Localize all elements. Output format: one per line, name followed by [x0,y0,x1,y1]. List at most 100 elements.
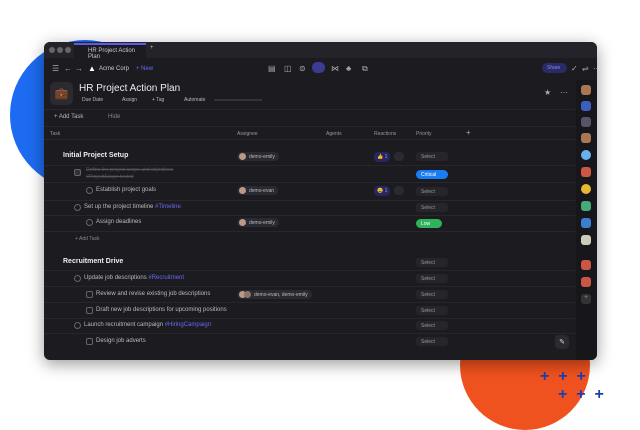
check-circle-icon[interactable]: ✓ [571,64,578,73]
priority-select[interactable]: Select [416,203,448,212]
task-checkbox[interactable] [74,322,81,329]
task-checkbox[interactable] [86,187,93,194]
priority-select[interactable]: Select [416,321,448,330]
assignee-pill[interactable]: demo-evan [237,186,279,195]
assignee-pill[interactable]: demo-evan, demo-emily [237,290,312,299]
reaction-smile[interactable]: 😀 1 [374,186,391,196]
title-bar: HR Project Action Plan + [44,42,597,60]
tab-label: HR Project Action Plan [88,48,136,60]
task-label: Launch recruitment campaign [84,322,165,328]
group-title[interactable]: Initial Project Setup [63,152,129,159]
col-task[interactable]: Task [50,131,61,137]
team-app-icon[interactable] [581,101,591,111]
task-checkbox[interactable] [74,275,81,282]
task-tag[interactable]: #HiringCampaign [164,322,212,328]
priority-select[interactable]: Select [416,187,448,196]
rocket-app-icon[interactable] [581,167,591,177]
star-icon[interactable]: ★ [544,88,552,97]
task-text[interactable]: Establish project goals [96,187,157,193]
close-dot[interactable] [49,47,55,53]
more-icon[interactable]: ⋯ [593,64,597,73]
board-icon[interactable]: ◫ [284,64,292,73]
briefcase-app-icon[interactable] [581,85,591,95]
project-icon: 💼 [50,82,73,105]
task-checkbox[interactable] [86,307,93,314]
task-tag[interactable]: #Timeline [155,204,181,210]
rocket-app-icon[interactable] [581,277,591,287]
org-icon[interactable]: ♣ [346,64,352,73]
new-tab-button[interactable]: + [150,45,154,51]
due-date-button[interactable]: Due Date [82,97,104,103]
plant-app-icon[interactable] [581,201,591,211]
col-agents[interactable]: Agents [326,131,342,137]
assignee-name: demo-evan, demo-emily [254,292,308,298]
col-priority[interactable]: Priority [416,131,432,137]
task-tag[interactable]: #Recruitment [148,275,185,281]
puzzle-icon[interactable]: ⧉ [362,64,368,73]
task-text[interactable]: Assign deadlines [96,219,142,225]
priority-select[interactable]: Select [416,258,448,267]
task-checkbox[interactable] [86,219,93,226]
automate-button[interactable]: Automate [184,97,206,103]
zoom-dot[interactable] [65,47,71,53]
task-checkbox[interactable] [86,338,93,345]
add-app-icon[interactable]: + [581,294,591,304]
chat-icon[interactable]: ✎ [555,335,569,349]
tab-hr-project[interactable]: HR Project Action Plan [74,43,146,60]
add-reaction-icon[interactable] [394,186,404,195]
priority-low[interactable]: Low [416,219,442,228]
add-column-icon[interactable]: + [466,128,471,137]
assignee-pill[interactable]: demo-emily [237,218,279,227]
reaction-thumbs-up[interactable]: 👍 1 [374,152,391,162]
add-task-inline[interactable]: + Add Task [75,236,100,242]
bot-icon[interactable] [312,62,325,73]
assignee-name: demo-evan [249,188,275,194]
globe-app-icon[interactable] [581,150,591,160]
task-checkbox[interactable] [86,291,93,298]
assignee-name: demo-emily [249,220,275,226]
assignee-pill[interactable]: demo-emily [237,152,279,161]
workspace-name[interactable]: Acme Corp [99,66,130,72]
priority-select[interactable]: Select [416,337,448,346]
priority-select[interactable]: Select [416,274,448,283]
task-text[interactable]: Launch recruitment campaign #HiringCampa… [84,322,211,328]
col-reactions[interactable]: Reactions [374,131,397,137]
video-app-icon[interactable] [581,218,591,228]
priority-select[interactable]: Select [416,306,448,315]
add-task-button[interactable]: + Add Task [54,114,84,120]
group-title[interactable]: Recruitment Drive [63,258,124,265]
megaphone-app-icon[interactable] [581,117,591,127]
task-text[interactable]: Review and revise existing job descripti… [96,291,211,297]
new-button[interactable]: + New [136,66,154,72]
notes-app-icon[interactable] [581,235,591,245]
layout-icon[interactable]: ▤ [268,64,276,73]
task-label: Set up the project timeline [84,204,156,210]
task-checkbox-checked[interactable] [74,169,81,176]
rocket-app-icon[interactable] [581,260,591,270]
hide-button[interactable]: Hide [108,114,121,120]
task-checkbox[interactable] [74,204,81,211]
tag-button[interactable]: + Tag [152,97,165,103]
more-options-icon[interactable]: ⋯ [560,88,568,97]
task-text[interactable]: Set up the project timeline #Timeline [84,204,181,210]
priority-critical[interactable]: Critical [416,170,448,179]
priority-select[interactable]: Select [416,290,448,299]
priority-select[interactable]: Select [416,152,448,161]
col-assignee[interactable]: Assignee [237,131,258,137]
share-button[interactable]: Share [542,63,567,73]
minimize-dot[interactable] [57,47,63,53]
menu-icon[interactable]: ☰ [52,64,60,73]
task-text[interactable]: Draft new job descriptions for upcoming … [96,307,227,313]
task-text[interactable]: Update job descriptions #Recruitment [84,275,184,281]
forward-icon[interactable]: → [75,64,83,73]
task-text[interactable]: Design job adverts [96,338,146,344]
folder-app-icon[interactable] [581,133,591,143]
assign-button[interactable]: Assign [122,97,138,103]
database-icon[interactable]: ⊜ [299,64,306,73]
emoji-app-icon[interactable] [581,184,591,194]
settings-sliders-icon[interactable]: ⇌ [582,64,589,73]
back-icon[interactable]: ← [64,64,72,73]
share-nodes-icon[interactable]: ⋈ [331,64,339,73]
task-text[interactable]: Define the project scope and objectives … [86,167,174,180]
add-reaction-icon[interactable] [394,152,404,161]
